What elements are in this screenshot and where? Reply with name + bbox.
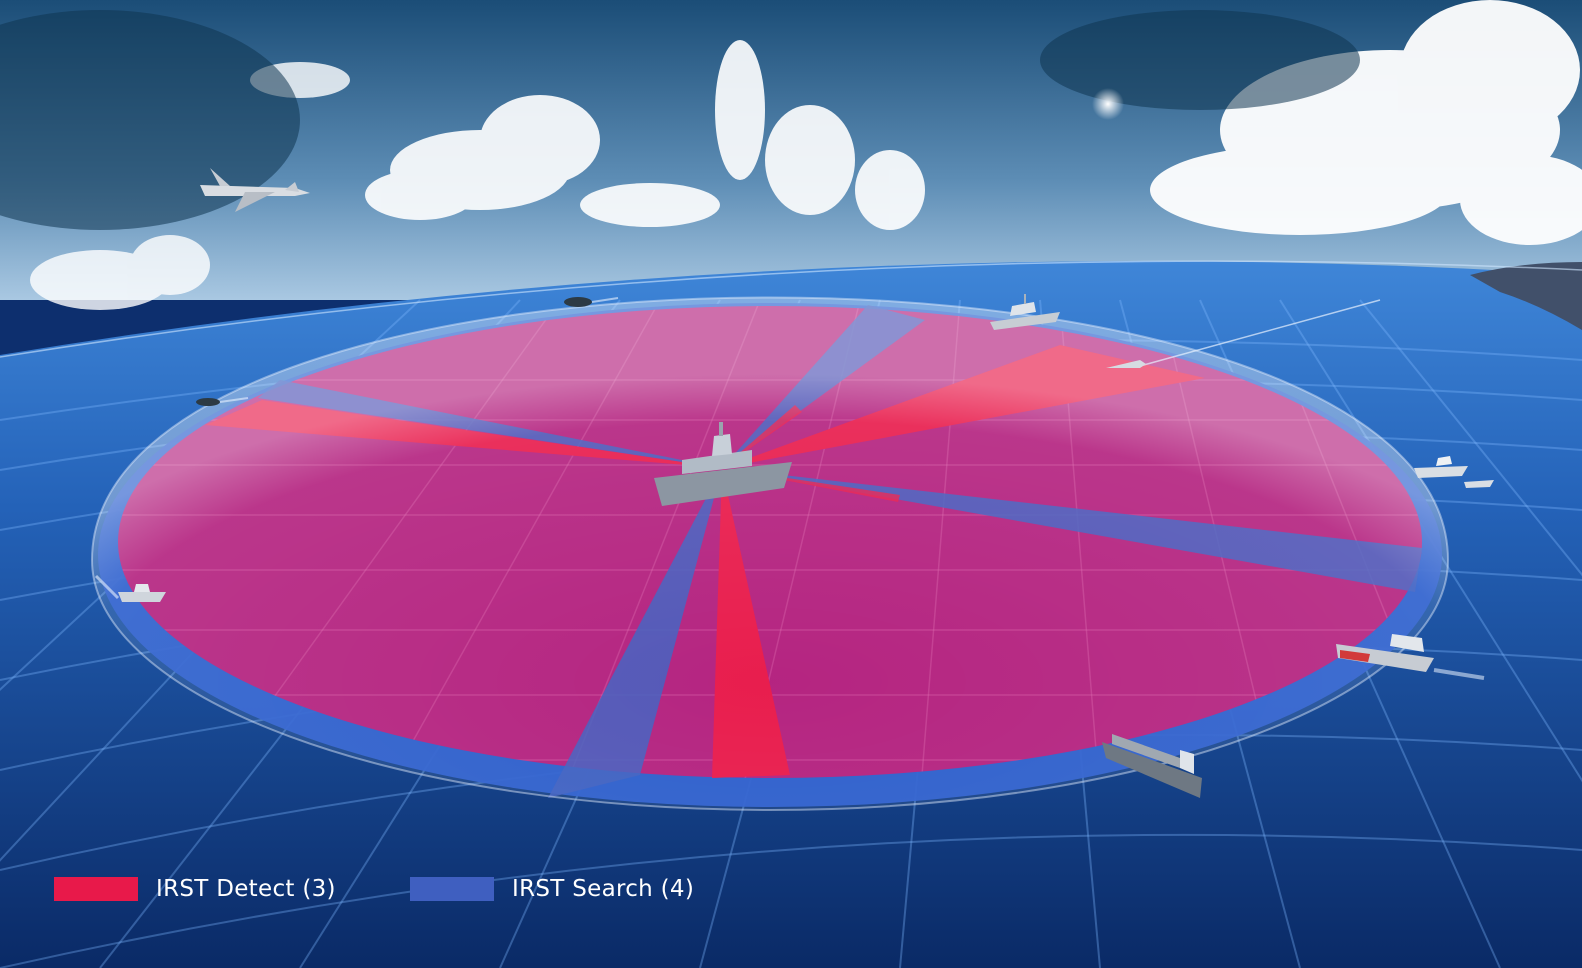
sun-icon [1092,88,1124,120]
horizon-line [0,260,1582,358]
legend-swatch-search [410,877,494,901]
missile-icon [1106,299,1381,368]
cargo-ship-icon [1336,634,1485,680]
container-ship-icon [1102,734,1202,798]
dark-clouds [0,10,1360,230]
patrol-boat-icon [94,574,166,602]
legend-label-search: IRST Search (4) [512,876,695,902]
central-frigate-icon [654,422,792,506]
coverage-dome [90,296,1450,811]
legend-item-search: IRST Search (4) [410,873,694,905]
clouds [30,0,1582,310]
speedboat-icon [564,297,619,307]
frigate-icon [990,294,1060,330]
fighter-jet-icon [200,168,310,212]
coastline-icon [1470,262,1582,330]
speedboat-icon [1464,480,1494,488]
legend-swatch-detect [54,877,138,901]
patrol-boat-icon [1414,456,1468,478]
speedboat-icon [196,397,249,406]
legend-label-detect: IRST Detect (3) [156,876,336,902]
legend-item-detect: IRST Detect (3) [54,873,336,905]
